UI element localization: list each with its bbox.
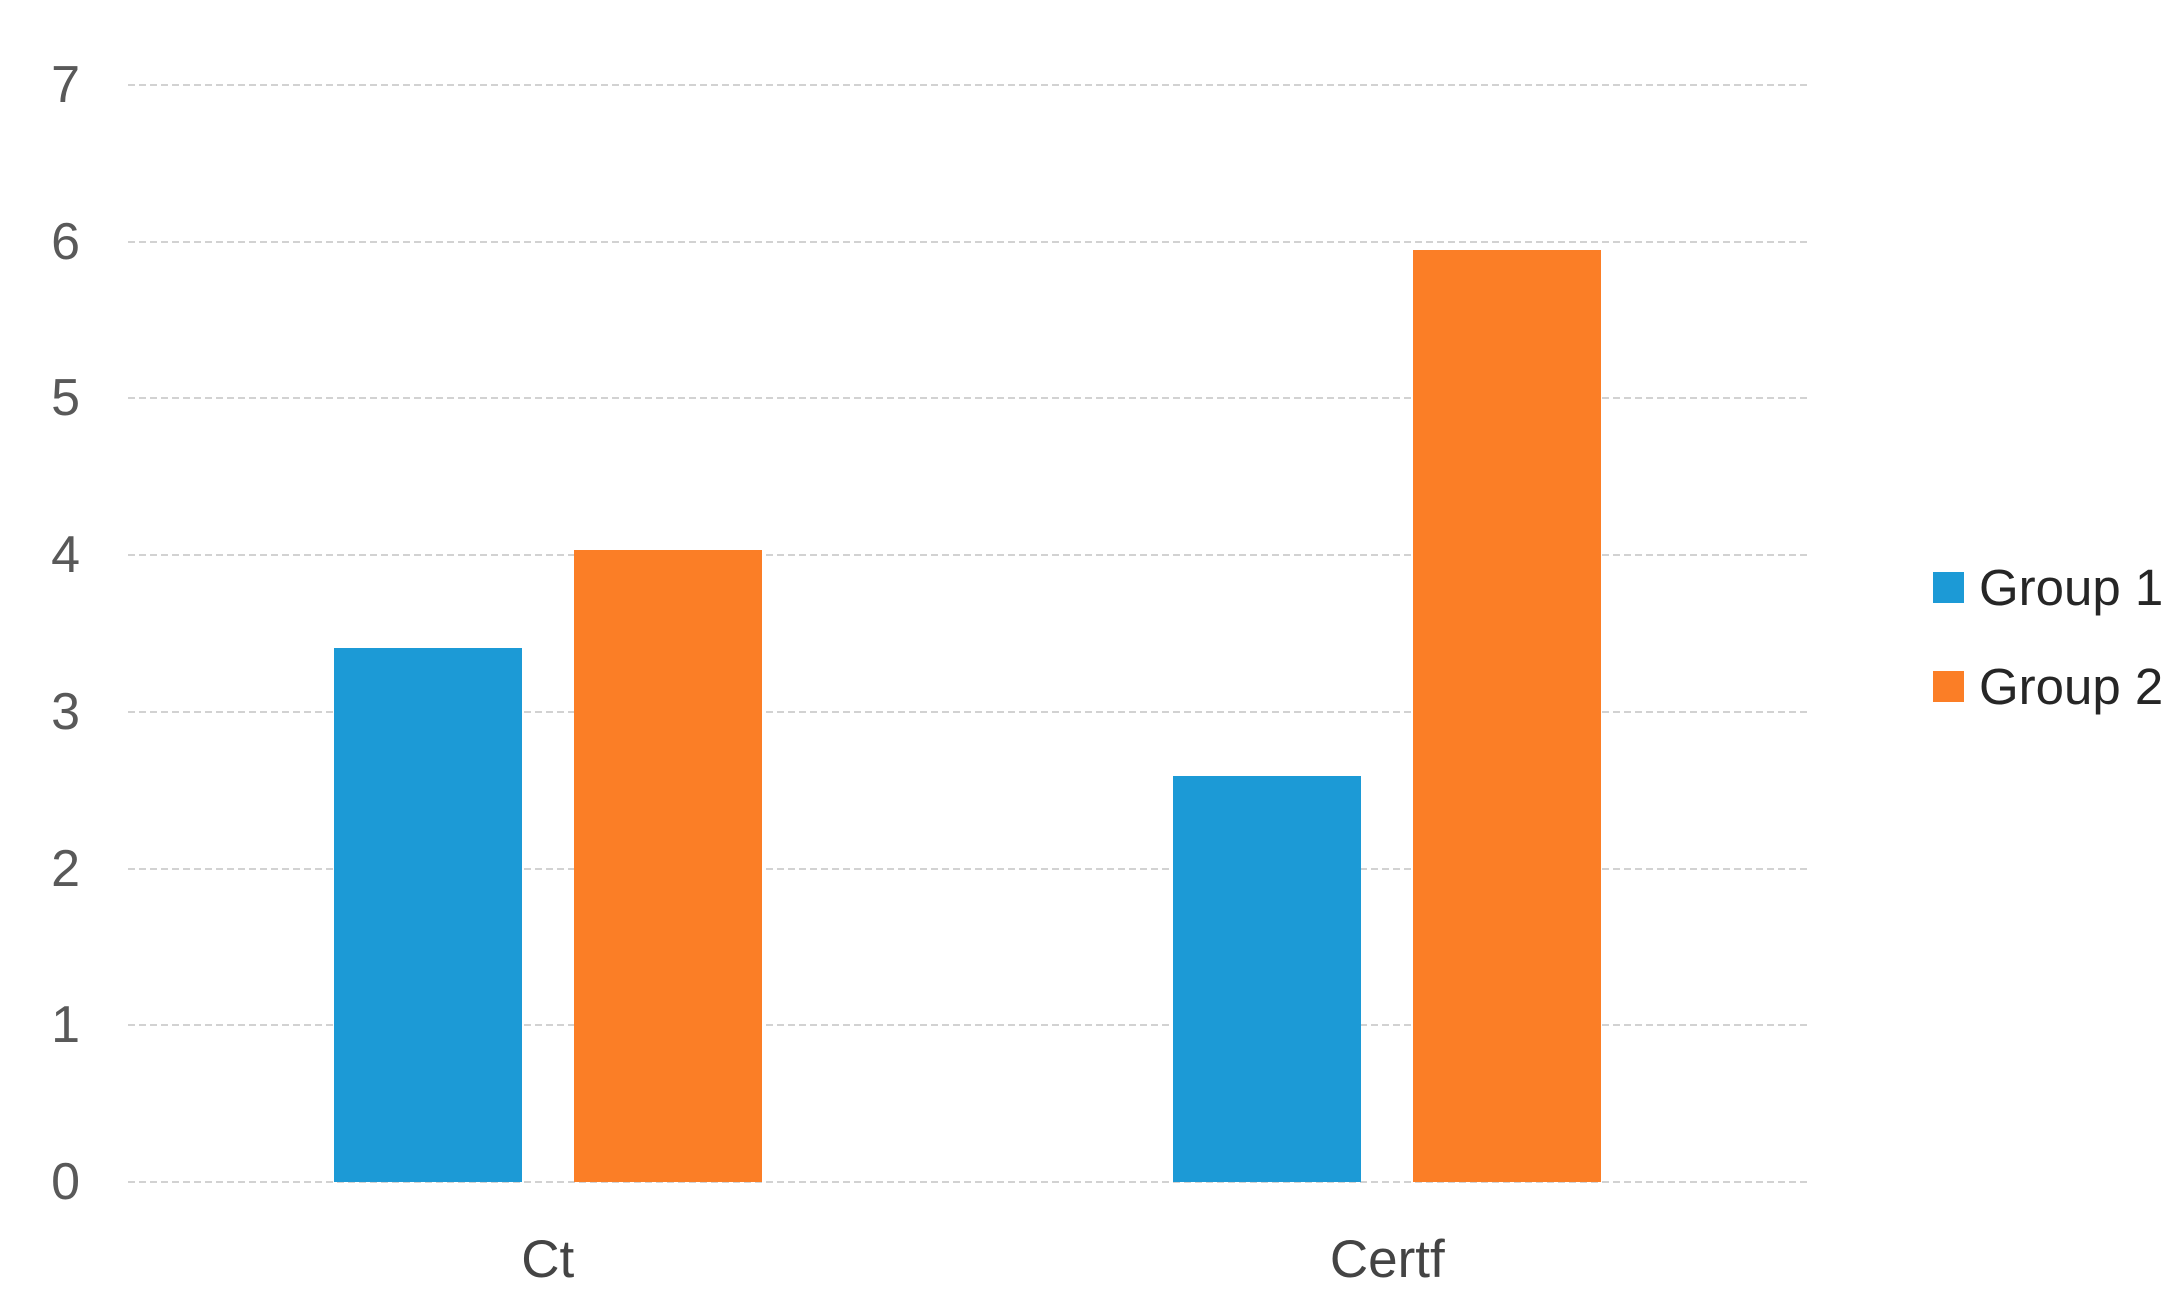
gridline <box>128 240 1807 243</box>
y-tick-label: 3 <box>51 682 80 741</box>
y-tick-label: 4 <box>51 526 80 585</box>
legend-swatch-icon <box>1933 572 1964 603</box>
y-tick-label: 5 <box>51 369 80 428</box>
gridline <box>128 710 1807 713</box>
legend: Group 1 Group 2 <box>1933 562 2163 712</box>
bar-group-1-certf <box>1173 776 1362 1182</box>
category-label: Ct <box>521 1230 575 1289</box>
bar-group-1-ct <box>333 647 522 1182</box>
category-label: Certf <box>1329 1230 1445 1289</box>
gridline <box>128 397 1807 400</box>
bar-group-2-certf <box>1413 249 1602 1182</box>
gridline <box>128 867 1807 870</box>
legend-swatch-icon <box>1933 671 1964 702</box>
gridline <box>128 1024 1807 1027</box>
legend-item: Group 2 <box>1933 661 2163 712</box>
y-tick-label: 6 <box>51 212 80 271</box>
gridline <box>128 554 1807 557</box>
gridline <box>128 1181 1807 1183</box>
y-tick-label: 1 <box>51 996 80 1055</box>
bar-group-2-ct <box>573 550 762 1182</box>
y-tick-label: 2 <box>51 839 80 898</box>
y-tick-label: 7 <box>51 56 80 114</box>
legend-item: Group 1 <box>1933 562 2163 613</box>
legend-label: Group 2 <box>1979 658 2164 715</box>
y-tick-label: 0 <box>51 1153 80 1211</box>
gridline <box>128 84 1807 86</box>
legend-label: Group 1 <box>1979 559 2164 616</box>
